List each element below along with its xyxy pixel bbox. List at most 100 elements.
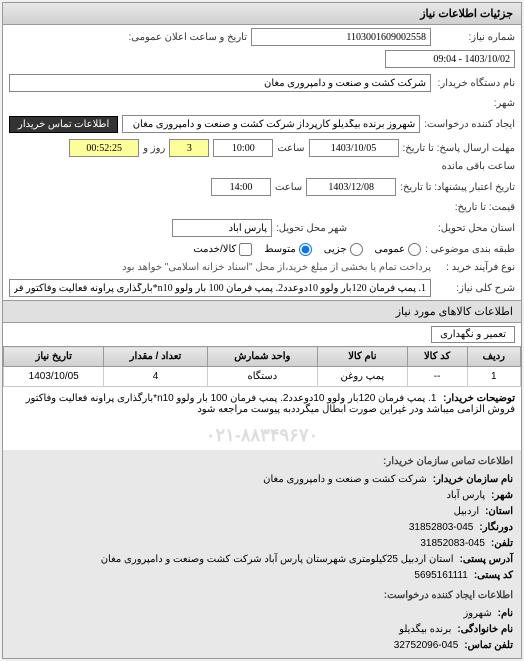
grade-label: طبقه بندی موضوعی : xyxy=(425,244,515,255)
th-qty: تعداد / مقدار xyxy=(104,347,207,367)
td-code: -- xyxy=(407,367,467,387)
row-buyer-org: نام دستگاه خریدار: xyxy=(3,71,521,95)
checkbox-retail-input[interactable] xyxy=(239,243,252,256)
radio-partial-label: جزیی xyxy=(324,244,347,255)
validity-time-input[interactable] xyxy=(211,178,271,196)
table-header-row: ردیف کد کالا نام کالا واحد شمارش تعداد /… xyxy=(4,347,521,367)
c-phone-label: تلفن: xyxy=(491,536,513,552)
category-tag: تعمیر و نگهداری xyxy=(431,326,515,343)
c-fax-value: 31852803-045 xyxy=(409,520,474,536)
c-city-value: پارس آباد xyxy=(446,488,485,504)
c-cfamily-label: نام خانوادگی: xyxy=(457,622,513,638)
contact-info-button[interactable]: اطلاعات تماس خریدار xyxy=(9,116,118,133)
process-label: نوع فرآیند خرید : xyxy=(435,262,515,273)
td-name: پمپ روغن xyxy=(318,367,408,387)
row-price: قیمت: تا تاریخ: xyxy=(3,199,521,216)
th-row: ردیف xyxy=(467,347,520,367)
validity-label: تاریخ اعتبار پیشنهاد: تا تاریخ: xyxy=(400,182,515,193)
deadline-label: مهلت ارسال پاسخ: تا تاریخ: xyxy=(403,143,515,154)
delivery-city-input[interactable] xyxy=(172,219,272,237)
row-creator: ایجاد کننده درخواست: اطلاعات تماس خریدار xyxy=(3,112,521,136)
req-num-label: شماره نیاز: xyxy=(435,32,515,43)
c-cfamily-value: برنده بیگدیلو xyxy=(399,622,451,638)
desc-label: توضیحات خریدار: xyxy=(443,393,515,404)
remain-label: ساعت باقی مانده xyxy=(442,161,515,172)
th-unit: واحد شمارش xyxy=(207,347,318,367)
details-panel: جزئیات اطلاعات نیاز شماره نیاز: تاریخ و … xyxy=(2,2,522,659)
announce-label: تاریخ و ساعت اعلان عمومی: xyxy=(129,32,248,43)
delivery-province-label: استان محل تحویل: xyxy=(435,223,515,234)
th-name: نام کالا xyxy=(318,347,408,367)
c-postal-value: 5695161111 xyxy=(414,568,467,584)
title-label: شرح کلی نیاز: xyxy=(435,283,515,294)
c-fax-label: دورنگار: xyxy=(479,520,513,536)
price-label: قیمت: تا تاریخ: xyxy=(435,202,515,213)
process-note: پرداخت تمام یا بخشی از مبلغ خرید،از محل … xyxy=(122,262,431,273)
c-cname-value: شهروز xyxy=(463,606,491,622)
row-title: شرح کلی نیاز: xyxy=(3,276,521,300)
td-date: 1403/10/05 xyxy=(4,367,104,387)
c-postal-label: کد پستی: xyxy=(474,568,513,584)
title-input[interactable] xyxy=(9,279,431,297)
items-section-header: اطلاعات کالاهای مورد نیاز xyxy=(3,300,521,323)
creator-label: ایجاد کننده درخواست: xyxy=(424,119,515,130)
td-row: 1 xyxy=(467,367,520,387)
td-unit: دستگاه xyxy=(207,367,318,387)
c-org-value: شرکت کشت و صنعت و دامپروری مغان xyxy=(263,472,427,488)
radio-public-label: عمومی xyxy=(375,244,406,255)
req-num-input[interactable] xyxy=(251,28,431,46)
buyer-org-input[interactable] xyxy=(9,74,431,92)
c-province-value: اردبیل xyxy=(454,504,479,520)
radio-public[interactable]: عمومی xyxy=(375,243,422,256)
contact-section: اطلاعات تماس سازمان خریدار: نام سازمان خ… xyxy=(3,450,521,658)
contact-header-1: اطلاعات تماس سازمان خریدار: xyxy=(11,454,513,470)
watermark-phone: ۰۲۱-۸۸۳۴۹۶۷۰ xyxy=(3,421,521,450)
c-org-label: نام سازمان خریدار: xyxy=(433,472,513,488)
desc-text: 1. پمپ فرمان 120بار ولوو 10دوعدد2. پمپ ف… xyxy=(26,393,515,415)
table-row[interactable]: 1 -- پمپ روغن دستگاه 4 1403/10/05 xyxy=(4,367,521,387)
classification-radios: عمومی جزیی متوسط کالا/خدمت xyxy=(193,243,421,256)
creator-input[interactable] xyxy=(122,115,420,133)
time-remain-input xyxy=(69,139,139,157)
panel-title: جزئیات اطلاعات نیاز xyxy=(3,3,521,25)
days-label: روز و xyxy=(143,143,165,154)
row-request-number: شماره نیاز: تاریخ و ساعت اعلان عمومی: xyxy=(3,25,521,71)
td-qty: 4 xyxy=(104,367,207,387)
c-phone-value: 31852083-045 xyxy=(420,536,485,552)
c-address-label: آدرس پستی: xyxy=(460,552,513,568)
delivery-city-label: شهر محل تحویل: xyxy=(276,223,347,234)
row-process: نوع فرآیند خرید : پرداخت تمام یا بخشی از… xyxy=(3,259,521,276)
checkbox-retail-label: کالا/خدمت xyxy=(193,244,236,255)
items-table: ردیف کد کالا نام کالا واحد شمارش تعداد /… xyxy=(3,346,521,387)
row-deadline: مهلت ارسال پاسخ: تا تاریخ: ساعت روز و سا… xyxy=(3,136,521,175)
c-cphone-value: 32752096-045 xyxy=(394,638,459,654)
th-code: کد کالا xyxy=(407,347,467,367)
checkbox-retail[interactable]: کالا/خدمت xyxy=(193,243,252,256)
row-classification: طبقه بندی موضوعی : عمومی جزیی متوسط کالا… xyxy=(3,240,521,259)
city-label: شهر: xyxy=(435,98,515,109)
radio-public-input[interactable] xyxy=(408,243,421,256)
c-cname-label: نام: xyxy=(498,606,513,622)
c-city-label: شهر: xyxy=(491,488,513,504)
row-validity: تاریخ اعتبار پیشنهاد: تا تاریخ: ساعت xyxy=(3,175,521,199)
radio-partial[interactable]: جزیی xyxy=(324,243,363,256)
deadline-time-label: ساعت xyxy=(277,143,304,154)
buyer-org-label: نام دستگاه خریدار: xyxy=(435,78,515,89)
buyer-description: توضیحات خریدار: 1. پمپ فرمان 120بار ولوو… xyxy=(3,387,521,421)
row-delivery: استان محل تحویل: شهر محل تحویل: xyxy=(3,216,521,240)
validity-date-input[interactable] xyxy=(306,178,396,196)
row-tag: تعمیر و نگهداری xyxy=(3,323,521,346)
announce-input[interactable] xyxy=(385,50,515,68)
row-city: شهر: xyxy=(3,95,521,112)
deadline-time-input[interactable] xyxy=(213,139,273,157)
validity-time-label: ساعت xyxy=(275,182,302,193)
c-address-value: استان اردبیل 25کیلومتری شهرستان پارس آبا… xyxy=(101,552,454,568)
deadline-date-input[interactable] xyxy=(309,139,399,157)
radio-medium-input[interactable] xyxy=(299,243,312,256)
contact-header-2: اطلاعات ایجاد کننده درخواست: xyxy=(11,588,513,604)
radio-partial-input[interactable] xyxy=(350,243,363,256)
radio-medium-label: متوسط xyxy=(264,244,295,255)
c-cphone-label: تلفن تماس: xyxy=(464,638,513,654)
radio-medium[interactable]: متوسط xyxy=(264,243,311,256)
th-date: تاریخ نیاز xyxy=(4,347,104,367)
